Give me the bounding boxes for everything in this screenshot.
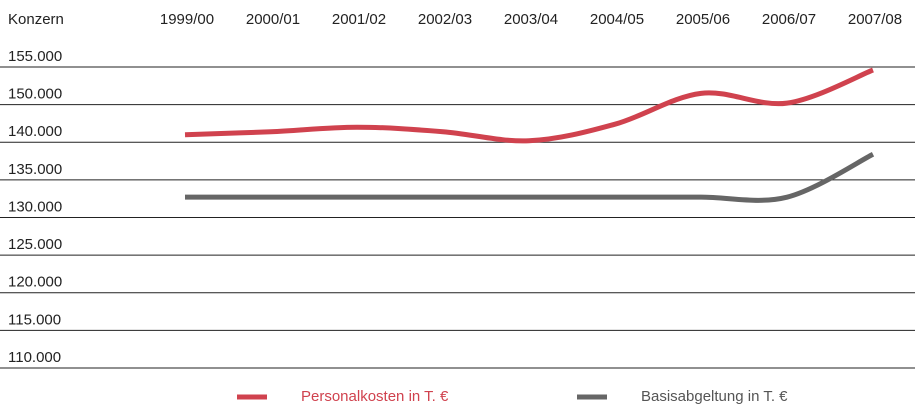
x-tick-label: 2001/02 bbox=[332, 11, 386, 28]
x-tick-label: 2004/05 bbox=[590, 11, 644, 28]
chart-title: Konzern bbox=[8, 11, 64, 28]
x-tick-label: 2007/08 bbox=[848, 11, 902, 28]
x-tick-label: 2000/01 bbox=[246, 11, 300, 28]
line-series bbox=[184, 67, 874, 144]
y-tick-label: 120.000 bbox=[8, 274, 62, 291]
legend-label: Basisabgeltung in T. € bbox=[641, 388, 788, 405]
legend-label: Personalkosten in T. € bbox=[301, 388, 449, 405]
y-tick-label: 115.000 bbox=[8, 311, 61, 328]
y-tick-label: 155.000 bbox=[8, 48, 62, 65]
y-tick-label: 140.000 bbox=[8, 123, 62, 140]
y-tick-label: 110.000 bbox=[8, 349, 61, 366]
x-tick-label: 2005/06 bbox=[676, 11, 730, 28]
x-tick-label: 2006/07 bbox=[762, 11, 816, 28]
y-tick-label: 150.000 bbox=[8, 86, 62, 103]
x-tick-label: 1999/00 bbox=[160, 11, 214, 28]
x-tick-label: 2003/04 bbox=[504, 11, 558, 28]
y-tick-label: 130.000 bbox=[8, 198, 62, 215]
y-tick-label: 125.000 bbox=[8, 236, 62, 253]
line-series bbox=[185, 152, 875, 203]
y-tick-label: 135.000 bbox=[8, 161, 62, 178]
x-tick-label: 2002/03 bbox=[418, 11, 472, 28]
